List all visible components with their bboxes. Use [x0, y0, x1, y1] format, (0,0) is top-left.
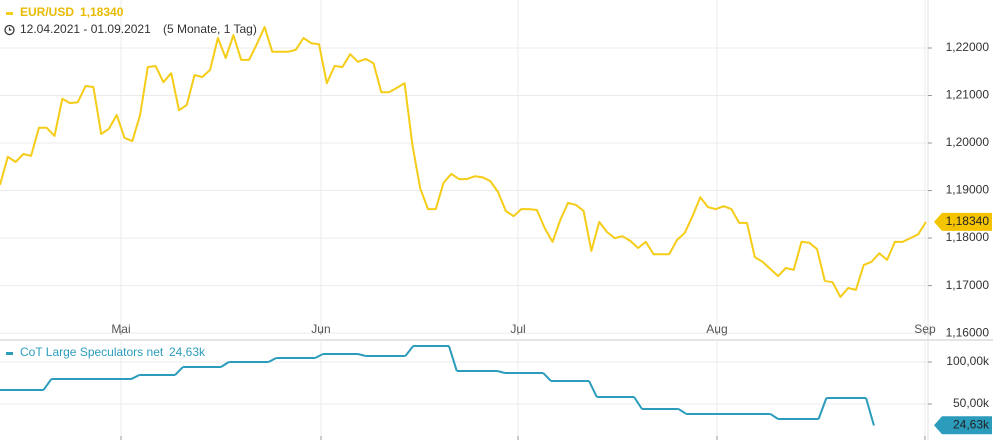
- step-connector: [769, 413, 779, 420]
- y-tick-label: 100,00k: [946, 354, 990, 368]
- clock-icon: [4, 24, 15, 36]
- y-tick-label: 50,00k: [953, 396, 990, 410]
- step-connector: [267, 357, 277, 363]
- last-value-label: 1,18340: [946, 214, 990, 228]
- step-connector: [677, 408, 687, 415]
- step-connector: [42, 378, 53, 391]
- y-tick-label: 1,17000: [946, 278, 990, 292]
- x-tick-label: Aug: [706, 322, 727, 336]
- y-tick-label: 1,16000: [946, 325, 990, 339]
- price-line: [0, 26, 927, 298]
- step-connector: [865, 397, 875, 426]
- last-value-label: 24,63k: [953, 417, 990, 431]
- x-tick-label: Mai: [111, 322, 130, 336]
- period: (5 Monate, 1 Tag): [163, 22, 257, 36]
- legend-swatch: [6, 12, 13, 15]
- step-connector: [496, 370, 506, 374]
- x-tick-label: Jul: [510, 322, 525, 336]
- step-connector: [448, 345, 458, 372]
- step-connector: [542, 372, 552, 382]
- date-range: 12.04.2021 - 01.09.2021: [20, 22, 151, 36]
- step-connector: [131, 374, 140, 380]
- clock-hand: [8, 27, 12, 31]
- step-connector: [174, 366, 184, 376]
- step-connector: [220, 361, 230, 368]
- legend-value: 24,63k: [169, 345, 206, 359]
- y-tick-label: 1,21000: [946, 88, 990, 102]
- step-connector: [404, 345, 414, 357]
- x-tick-label: Jun: [311, 322, 330, 336]
- step-connector: [314, 353, 324, 359]
- y-tick-label: 1,19000: [946, 183, 990, 197]
- step-connector: [588, 380, 598, 398]
- step-connector: [357, 353, 366, 357]
- x-tick-label: Sep: [914, 322, 936, 336]
- y-tick-label: 1,22000: [946, 40, 990, 54]
- step-connector: [817, 397, 828, 420]
- y-tick-label: 1,18000: [946, 230, 990, 244]
- last-value-tag: [934, 416, 992, 435]
- legend-title: EUR/USD: [20, 5, 74, 19]
- y-tick-label: 1,20000: [946, 135, 990, 149]
- legend-title: CoT Large Speculators net: [20, 345, 164, 359]
- step-connector: [633, 396, 643, 410]
- legend-swatch: [6, 352, 13, 355]
- legend-value: 1,18340: [80, 5, 124, 19]
- last-value-tag: [934, 212, 992, 231]
